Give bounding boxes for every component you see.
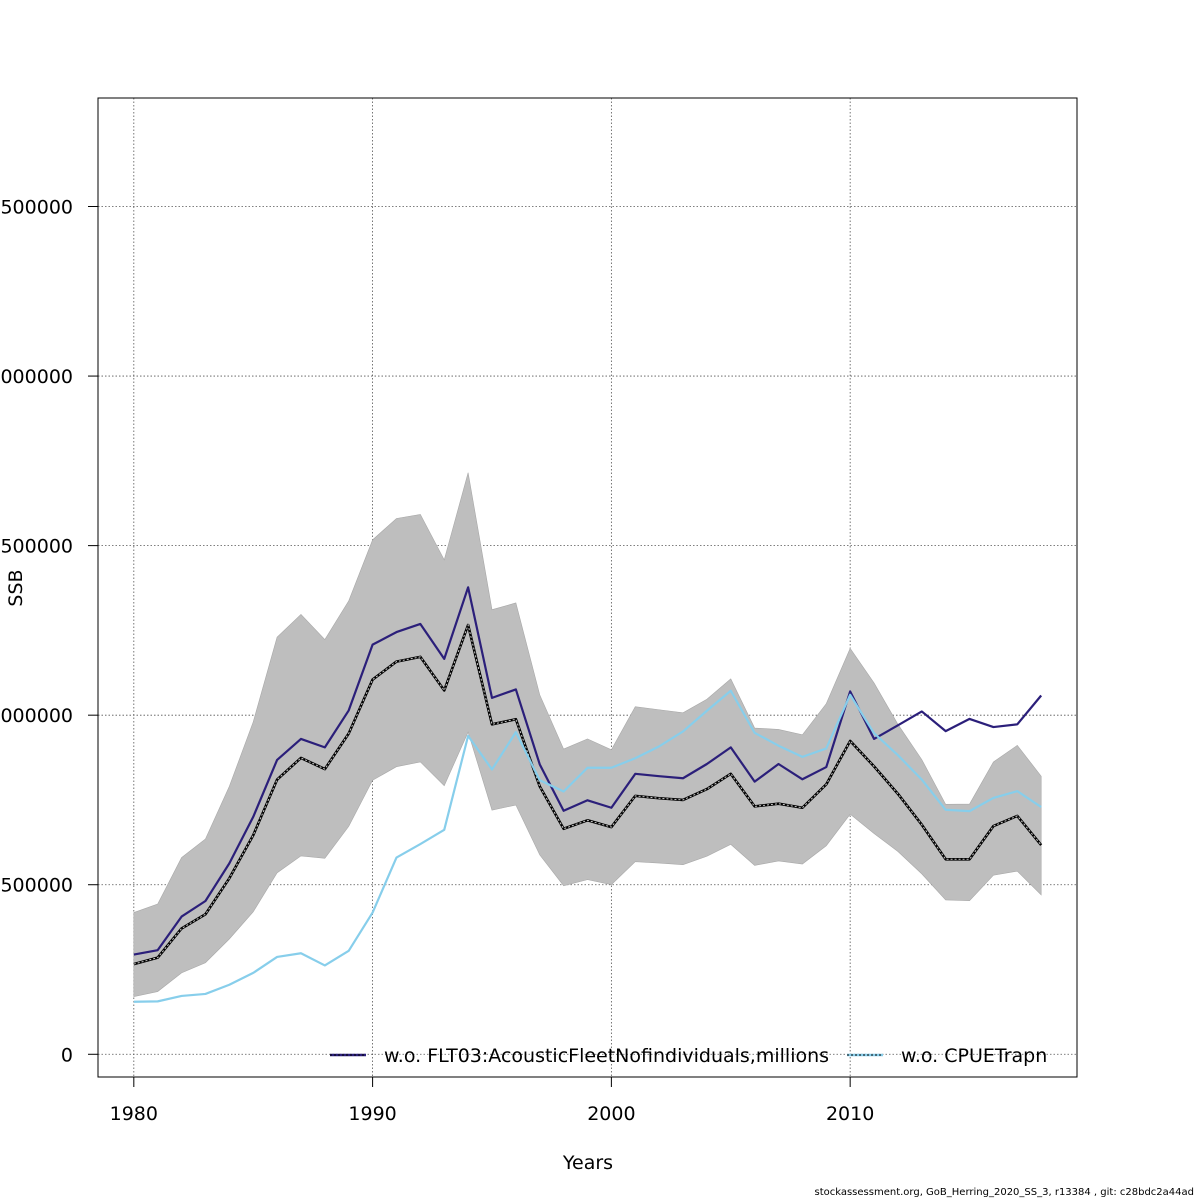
y-tick-label: 0 [61, 1044, 73, 1066]
y-axis: 0 500000 1000000 1500000 2000000 2500000 [0, 197, 98, 1066]
y-tick-label: 500000 [0, 875, 73, 897]
confidence-band [133, 472, 1042, 998]
y-tick-label: 1500000 [0, 536, 73, 558]
plot-frame [97, 97, 1078, 1078]
credit-text: stockassessment.org, GoB_Herring_2020_SS… [814, 1187, 1194, 1198]
y-tick-label: 1000000 [0, 705, 73, 727]
series-line-2 [133, 689, 1042, 1003]
grid-lines [98, 98, 1077, 1077]
x-tick-label: 2010 [826, 1103, 874, 1125]
y-tick-label: 2000000 [0, 366, 73, 388]
x-tick-label: 1990 [348, 1103, 396, 1125]
legend-label: w.o. CPUETrapn [901, 1045, 1047, 1067]
y-axis-title: SSB [5, 569, 27, 606]
y-tick-label: 2500000 [0, 197, 73, 219]
series-line-estimate-dash [133, 623, 1042, 965]
x-axis-title: Years [562, 1152, 613, 1174]
x-axis: 1980 1990 2000 2010 [110, 1076, 874, 1125]
legend: w.o. FLT03:AcousticFleetNofindividuals,m… [330, 1045, 1047, 1067]
legend-label: w.o. FLT03:AcousticFleetNofindividuals,m… [384, 1045, 829, 1067]
x-tick-label: 1980 [110, 1103, 158, 1125]
x-tick-label: 2000 [587, 1103, 635, 1125]
series-line-1 [133, 586, 1043, 956]
